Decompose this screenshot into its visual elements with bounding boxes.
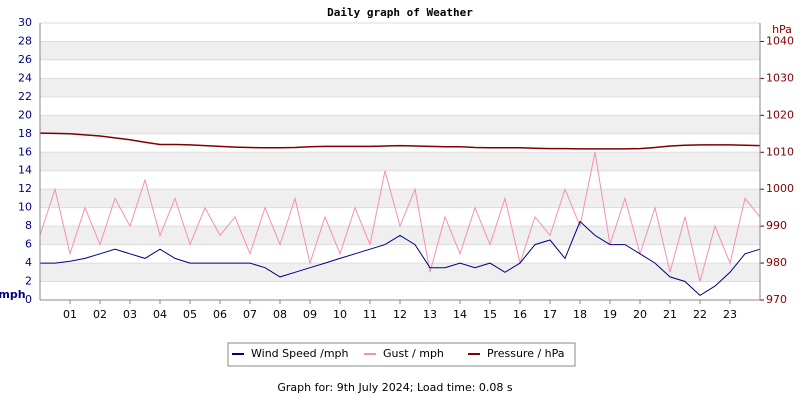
- y2-tick-label: 1040: [766, 34, 794, 47]
- y-tick-label: 12: [18, 182, 32, 195]
- y2-tick-label: 980: [766, 256, 787, 269]
- x-tick-label: 07: [243, 308, 257, 321]
- x-tick-label: 11: [363, 308, 377, 321]
- grid-band: [40, 189, 760, 208]
- y-tick-label: 14: [18, 164, 32, 177]
- y-tick-label: 26: [18, 53, 32, 66]
- x-tick-label: 19: [603, 308, 617, 321]
- y-tick-label: 20: [18, 108, 32, 121]
- x-tick-label: 08: [273, 308, 287, 321]
- y-tick-label: 28: [18, 34, 32, 47]
- footer: Graph for: 9th July 2024; Load time: 0.0…: [277, 381, 513, 394]
- x-tick-label: 15: [483, 308, 497, 321]
- x-tick-label: 16: [513, 308, 527, 321]
- series-line: [39, 132, 761, 150]
- y-tick-label: 30: [18, 16, 32, 29]
- legend-label: Wind Speed /mph: [251, 347, 349, 360]
- legend-label: Gust / mph: [383, 347, 444, 360]
- x-tick-label: 22: [693, 308, 707, 321]
- y-tick-label: 4: [25, 256, 32, 269]
- y-tick-label: 16: [18, 145, 32, 158]
- y2-axis-label: hPa: [772, 23, 792, 36]
- grid-band: [40, 78, 760, 97]
- x-tick-label: 21: [663, 308, 677, 321]
- chart-title: Daily graph of Weather: [327, 6, 473, 19]
- plot-area: [39, 22, 761, 301]
- x-tick-label: 18: [573, 308, 587, 321]
- grid-band: [40, 41, 760, 60]
- y-tick-label: 24: [18, 71, 32, 84]
- x-tick-label: 17: [543, 308, 557, 321]
- y2-tick-label: 1020: [766, 108, 794, 121]
- y2-tick-label: 1000: [766, 182, 794, 195]
- y2-tick-label: 1010: [766, 145, 794, 158]
- x-tick-label: 13: [423, 308, 437, 321]
- y2-tick-label: 970: [766, 293, 787, 306]
- y-tick-label: 22: [18, 90, 32, 103]
- x-tick-label: 06: [213, 308, 227, 321]
- x-tick-label: 09: [303, 308, 317, 321]
- y2-tick-label: 990: [766, 219, 787, 232]
- grid-band: [40, 152, 760, 171]
- legend-label: Pressure / hPa: [487, 347, 565, 360]
- x-tick-label: 14: [453, 308, 467, 321]
- x-tick-label: 10: [333, 308, 347, 321]
- y-tick-label: 2: [25, 275, 32, 288]
- x-tick-label: 12: [393, 308, 407, 321]
- x-tick-label: 20: [633, 308, 647, 321]
- y2-tick-label: 1030: [766, 71, 794, 84]
- x-tick-label: 04: [153, 308, 167, 321]
- y-tick-label: 8: [25, 219, 32, 232]
- legend-box: [227, 342, 576, 367]
- x-tick-label: 01: [63, 308, 77, 321]
- x-tick-label: 03: [123, 308, 137, 321]
- y-tick-label: 18: [18, 127, 32, 140]
- series-line: [40, 220, 761, 297]
- grid-band: [40, 263, 760, 282]
- y-tick-label: 6: [25, 238, 32, 251]
- x-tick-label: 02: [93, 308, 107, 321]
- y-axis-label: mph: [0, 288, 26, 301]
- x-tick-label: 23: [723, 308, 737, 321]
- y-tick-label: 0: [25, 293, 32, 306]
- y-tick-label: 10: [18, 201, 32, 214]
- grid-band: [40, 115, 760, 134]
- x-tick-label: 05: [183, 308, 197, 321]
